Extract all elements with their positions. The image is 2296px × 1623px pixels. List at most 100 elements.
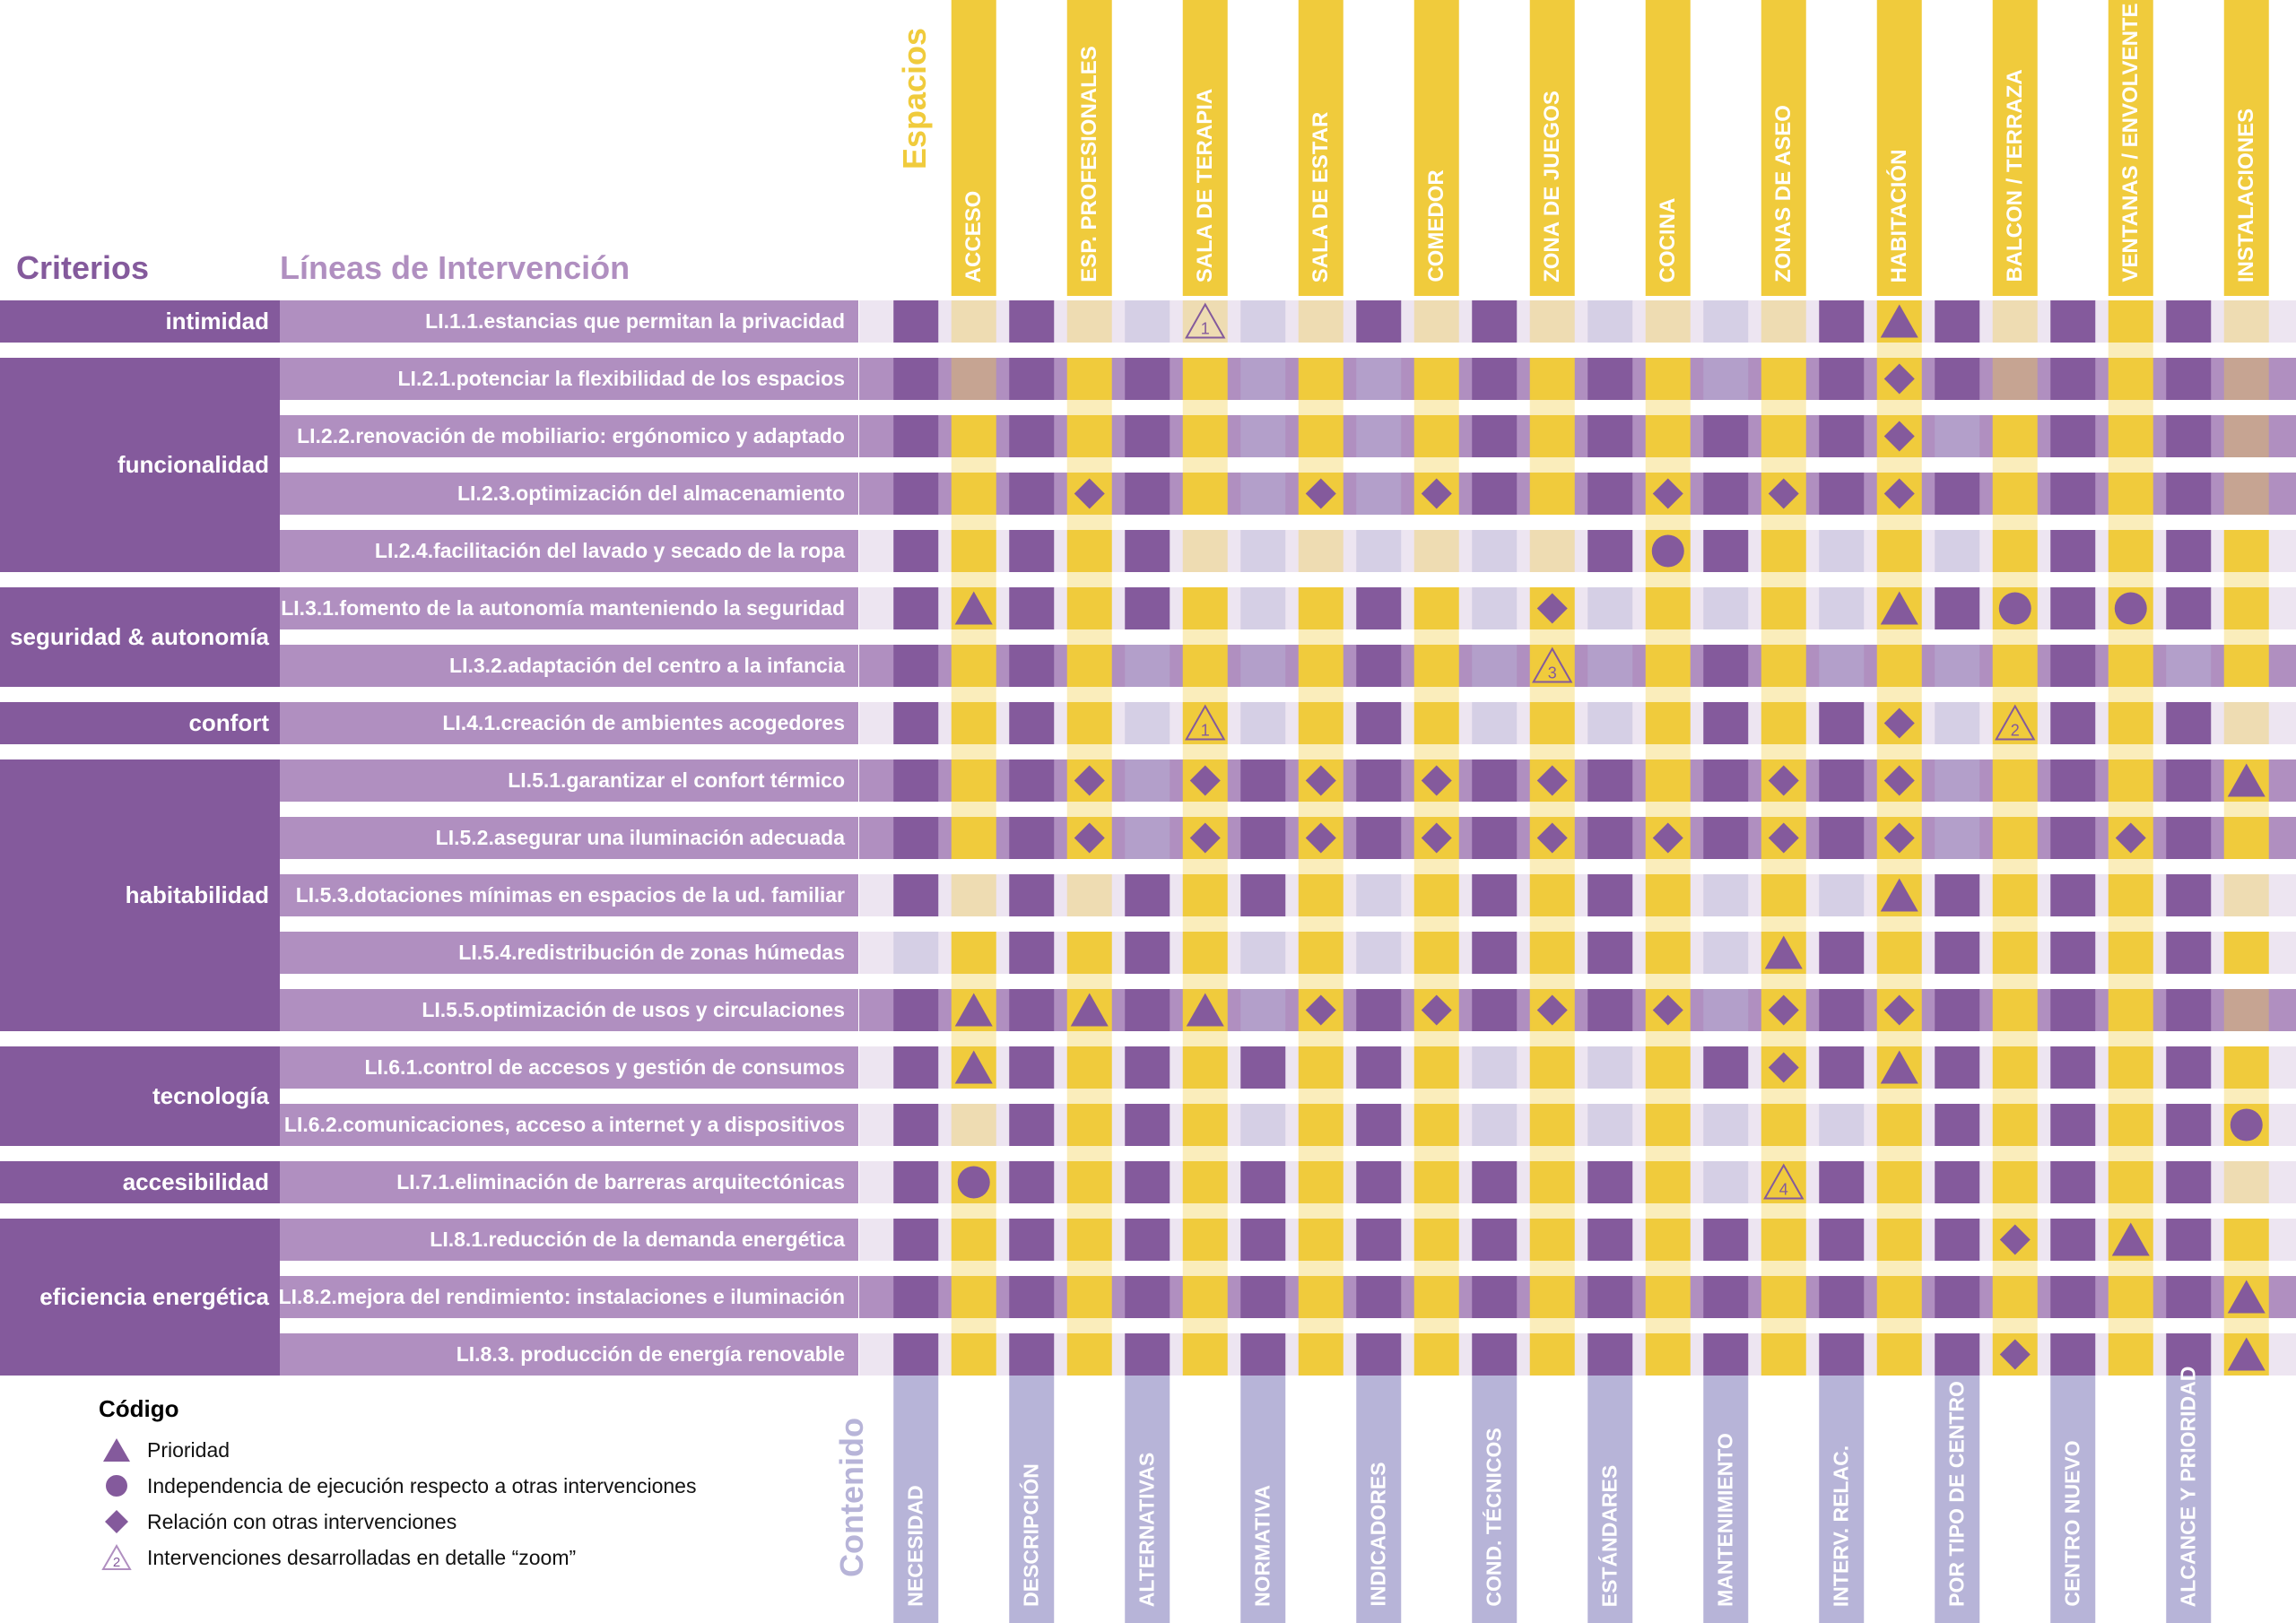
espacio-connector <box>1182 1031 1228 1046</box>
espacio-cell-active <box>951 759 996 802</box>
espacio-connector <box>1645 400 1691 415</box>
espacio-connector <box>1298 1031 1344 1046</box>
espacio-connector <box>1182 859 1228 874</box>
espacio-connector <box>1066 974 1112 989</box>
contenido-cell-active <box>1472 1161 1518 1203</box>
espacio-column-header <box>1876 0 1922 296</box>
contenido-cell-active <box>893 1161 939 1203</box>
espacio-cell-active <box>1876 1161 1922 1203</box>
espacio-connector <box>1876 744 1922 759</box>
relation-diamond <box>1421 994 1452 1026</box>
contenido-cell-active <box>1125 1333 1170 1376</box>
contenido-cell-active <box>1819 1333 1865 1376</box>
contenido-cell-active <box>1009 1276 1055 1318</box>
contenido-cell-active <box>1935 874 1980 916</box>
espacio-connector <box>951 802 996 817</box>
criterios-header: Criterios <box>16 249 150 286</box>
espacio-cell-active <box>1645 587 1691 629</box>
zoom-triangle <box>1995 704 2036 741</box>
espacio-cell-active <box>1992 759 2038 802</box>
contenido-cell-active <box>1935 989 1980 1031</box>
contenido-cell-active <box>1356 1276 1402 1318</box>
espacio-connector <box>2108 515 2153 530</box>
contenido-cell-active <box>2050 1276 2096 1318</box>
contenido-cell <box>1587 645 1633 687</box>
espacio-label: SALA DE ESTAR <box>1308 111 1333 282</box>
espacio-connector <box>1645 974 1691 989</box>
contenido-cell <box>1240 358 1286 400</box>
relation-diamond <box>1189 765 1221 796</box>
espacio-cell-active <box>2223 817 2269 859</box>
contenido-label: DESCRIPCIÓN <box>1019 1463 1043 1607</box>
espacio-cell-active <box>1529 1333 1575 1376</box>
contenido-cell-active <box>1125 358 1170 400</box>
contenido-cell <box>1587 300 1633 343</box>
espacio-cell <box>1529 300 1575 343</box>
espacio-cell <box>1298 300 1344 343</box>
espacio-cell-active <box>1298 587 1344 629</box>
espacio-cell-active <box>1876 1219 1922 1261</box>
espacio-column-header <box>1298 0 1344 296</box>
espacio-connector <box>2223 572 2269 587</box>
espacio-cell-active <box>1761 702 1806 744</box>
espacio-connector <box>1298 974 1344 989</box>
contenido-cell-active <box>1819 1161 1865 1203</box>
contenido-cell-active <box>1125 932 1170 974</box>
espacio-cell <box>2223 358 2269 400</box>
espacio-cell-active <box>1413 1046 1459 1089</box>
contenido-label: COND. TÉCNICOS <box>1482 1428 1506 1607</box>
espacio-connector <box>1529 1146 1575 1161</box>
espacio-cell-active <box>1529 1104 1575 1146</box>
espacio-cell-active <box>1992 932 2038 974</box>
espacio-cell <box>2223 989 2269 1031</box>
contenido-cell-active <box>893 645 939 687</box>
contenido-label: ESTÁNDARES <box>1597 1464 1622 1607</box>
espacio-cell-active <box>1645 1046 1691 1089</box>
espacio-connector <box>1876 802 1922 817</box>
linea-label: LI.5.4.redistribución de zonas húmedas <box>280 932 858 974</box>
contenido-cell <box>1935 415 1980 457</box>
espacio-cell-active <box>951 932 996 974</box>
espacio-column-header <box>1066 0 1112 296</box>
espacio-connector <box>1182 802 1228 817</box>
contenido-cell-active <box>1703 415 1749 457</box>
contenido-cell-active <box>2050 1046 2096 1089</box>
espacio-cell-active <box>1761 874 1806 916</box>
espacio-connector <box>1992 629 2038 645</box>
espacio-connector <box>1413 744 1459 759</box>
espacio-connector <box>1413 687 1459 702</box>
espacio-connector <box>1761 859 1806 874</box>
contenido-cell-active <box>1009 702 1055 744</box>
espacio-cell <box>951 358 996 400</box>
relation-diamond <box>1883 363 1915 395</box>
espacio-connector <box>1992 1146 2038 1161</box>
espacio-connector <box>1182 1089 1228 1104</box>
legend-item-relation: Relación con otras intervenciones <box>99 1504 696 1540</box>
espacio-label: COCINA <box>1655 197 1680 282</box>
contenido-cell-active <box>1703 645 1749 687</box>
espacio-connector <box>1066 572 1112 587</box>
contenido-cell-active <box>2166 587 2212 629</box>
espacio-column-header <box>1992 0 2038 296</box>
lineas-header: Líneas de Intervención <box>280 249 631 286</box>
espacio-connector <box>951 1318 996 1333</box>
linea-label: LI.6.1.control de accesos y gestión de c… <box>280 1046 858 1089</box>
espacio-connector <box>1876 1203 1922 1219</box>
espacio-label: ZONAS DE ASEO <box>1770 105 1796 282</box>
contenido-cell <box>1703 587 1749 629</box>
espacio-connector <box>1645 629 1691 645</box>
espacio-connector <box>1645 687 1691 702</box>
espacio-connector <box>1066 1031 1112 1046</box>
priority-triangle <box>1880 591 1918 625</box>
espacio-cell-active <box>1645 358 1691 400</box>
espacio-cell-active <box>1413 702 1459 744</box>
espacio-cell-active <box>1066 415 1112 457</box>
contenido-cell-active <box>1819 817 1865 859</box>
contenido-cell <box>1240 300 1286 343</box>
espacio-column-header <box>1645 0 1691 296</box>
contenido-cell <box>1703 932 1749 974</box>
espacio-cell-active <box>951 530 996 572</box>
espacio-cell-active <box>1645 1161 1691 1203</box>
contenido-cell <box>1935 530 1980 572</box>
linea-label: LI.6.2.comunicaciones, acceso a internet… <box>280 1104 858 1146</box>
